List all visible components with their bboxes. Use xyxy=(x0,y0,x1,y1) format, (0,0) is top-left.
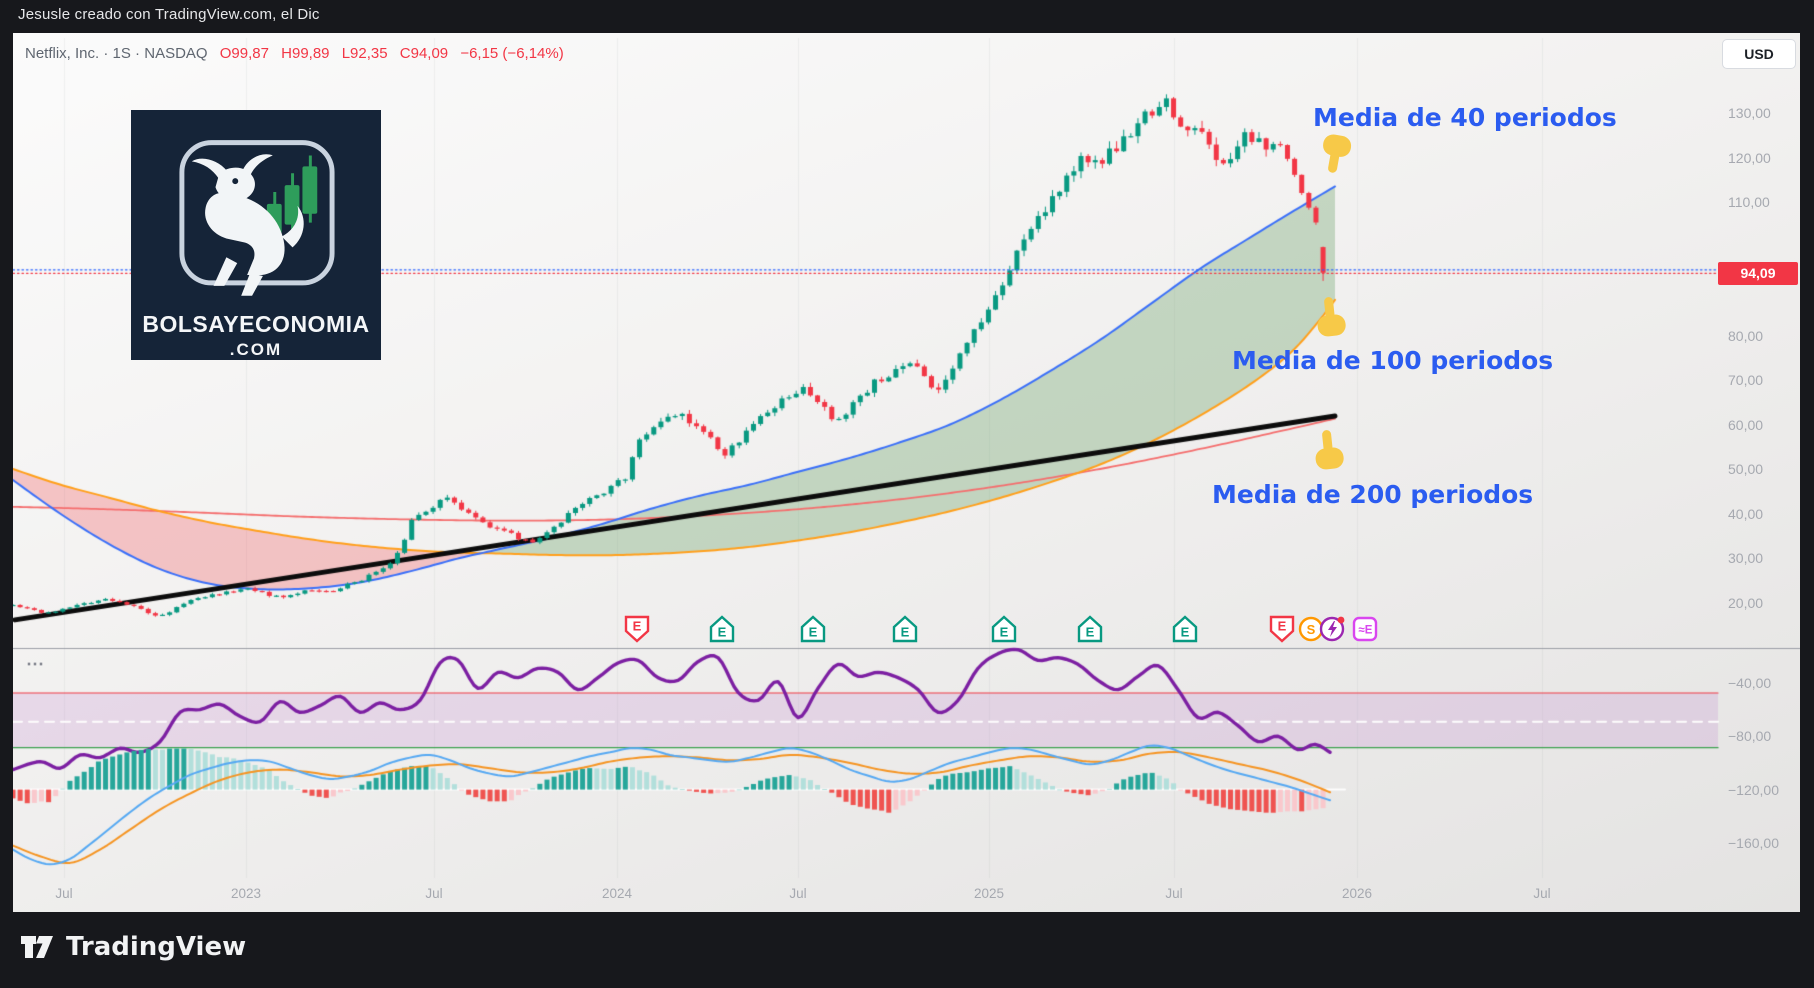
price-tick-label: 20,00 xyxy=(1728,594,1764,611)
earnings-badge[interactable]: E xyxy=(799,614,827,644)
indicator-tick-label: −160,00 xyxy=(1728,834,1779,851)
tradingview-logo[interactable]: TradingView xyxy=(20,930,246,964)
price-tick-label: 80,00 xyxy=(1728,327,1764,344)
earnings-badge[interactable]: E xyxy=(1171,614,1199,644)
price-tick-label: 130,00 xyxy=(1728,105,1771,121)
svg-text:≈E: ≈E xyxy=(1359,625,1373,637)
footer-bar: TradingView xyxy=(0,912,1814,988)
symbol-exchange: NASDAQ xyxy=(144,45,208,62)
svg-text:E: E xyxy=(633,619,642,634)
svg-text:E: E xyxy=(1086,625,1095,640)
ohlc-high: H99,89 xyxy=(281,45,330,62)
price-tick-label: 60,00 xyxy=(1728,416,1764,433)
last-price-tag: 94,09 xyxy=(1718,261,1798,285)
earnings-badge[interactable]: E xyxy=(1076,614,1104,644)
time-tick-label: Jul xyxy=(789,886,807,901)
logo-bull xyxy=(191,154,304,296)
ohlc-open: O99,87 xyxy=(219,45,269,62)
time-tick-label: 2023 xyxy=(230,886,262,901)
time-scale[interactable]: Jul 2023 Jul 2024 Jul 2025 Jul 2026 Jul xyxy=(13,884,1800,912)
annotation-ma40: Media de 40 periodos xyxy=(1313,103,1617,132)
currency-toggle-button[interactable]: USD xyxy=(1722,39,1796,69)
indicator-menu-button[interactable]: ⋯ xyxy=(26,654,46,674)
earnings-badge-missed[interactable]: E xyxy=(623,614,651,644)
earnings-badge[interactable]: E xyxy=(708,614,736,644)
tradingview-logo-icon xyxy=(21,936,53,958)
chart-frame: Netflix, Inc. · 1S · NASDAQ O99,87 H99,8… xyxy=(13,33,1800,912)
ohlc-close: C94,09 xyxy=(399,45,449,62)
bull-eye xyxy=(232,178,239,185)
svg-text:S: S xyxy=(1307,622,1316,637)
earnings-badge[interactable]: E xyxy=(990,614,1018,644)
indicator-tick-label: −80,00 xyxy=(1728,728,1772,745)
earnings-badge-missed[interactable]: E xyxy=(1268,614,1296,644)
svg-text:E: E xyxy=(809,625,818,640)
price-tick-label: 120,00 xyxy=(1728,149,1771,166)
annotation-ma200: Media de 200 periodos xyxy=(1212,480,1534,509)
svg-text:E: E xyxy=(718,625,727,640)
svg-text:E: E xyxy=(1000,625,1009,640)
price-tick-label: 70,00 xyxy=(1728,372,1764,388)
svg-text:E: E xyxy=(1181,625,1190,640)
indicator-tick-label: −40,00 xyxy=(1728,675,1772,691)
price-tick-label: 30,00 xyxy=(1728,550,1764,566)
time-tick-label: Jul xyxy=(55,886,73,901)
time-tick-label: 2024 xyxy=(601,886,633,901)
price-tick-label: 110,00 xyxy=(1728,194,1770,210)
logo-text-line1: BOLSAYECONOMIA xyxy=(142,311,370,337)
indicator-tick-label: −120,00 xyxy=(1728,781,1779,798)
time-tick-label: Jul xyxy=(1165,886,1183,901)
hand-down-icon xyxy=(1312,130,1358,185)
time-tick-label: 2025 xyxy=(973,886,1005,901)
earnings-estimate-badge[interactable]: ≈E xyxy=(1351,614,1379,644)
time-tick-label: Jul xyxy=(425,886,443,901)
symbol-timeframe: 1S xyxy=(112,45,131,62)
svg-text:E: E xyxy=(1278,619,1287,634)
hand-up-icon xyxy=(1308,426,1351,479)
time-tick-label: Jul xyxy=(1533,886,1551,901)
bolsayeconomia-logo: BOLSAYECONOMIA .COM xyxy=(131,110,381,360)
symbol-legend[interactable]: Netflix, Inc. · 1S · NASDAQ O99,87 H99,8… xyxy=(25,45,564,62)
legend-separator: · xyxy=(103,45,113,62)
svg-text:E: E xyxy=(901,625,910,640)
events-row: E E E E E E E E S ≈E xyxy=(13,614,1713,644)
earnings-badge[interactable]: E xyxy=(891,614,919,644)
legend-separator2: · xyxy=(130,45,145,62)
ohlc-low: L92,35 xyxy=(341,45,388,62)
price-tick-label: 40,00 xyxy=(1728,505,1764,522)
symbol-name[interactable]: Netflix, Inc. xyxy=(25,45,100,62)
logo-text-line2: .COM xyxy=(229,340,283,359)
bull-logo-graphic xyxy=(179,140,335,296)
price-scale[interactable]: 130,00 120,00 110,00 80,00 70,00 60,00 50,00 40… xyxy=(1718,33,1800,884)
time-tick-label: 2026 xyxy=(1341,886,1373,901)
ohlc-change: −6,15 (−6,14%) xyxy=(460,45,564,62)
price-tick-label: 50,00 xyxy=(1728,461,1764,477)
tradingview-logo-text: TradingView xyxy=(66,932,247,962)
hand-up-icon xyxy=(1310,293,1353,346)
top-watermark-bar: Jesusle creado con TradingView.com, el D… xyxy=(0,0,1814,33)
alert-badge[interactable] xyxy=(1318,614,1346,644)
snapshot-watermark-text: Jesusle creado con TradingView.com, el D… xyxy=(18,6,320,23)
annotation-ma100: Media de 100 periodos xyxy=(1232,346,1554,375)
